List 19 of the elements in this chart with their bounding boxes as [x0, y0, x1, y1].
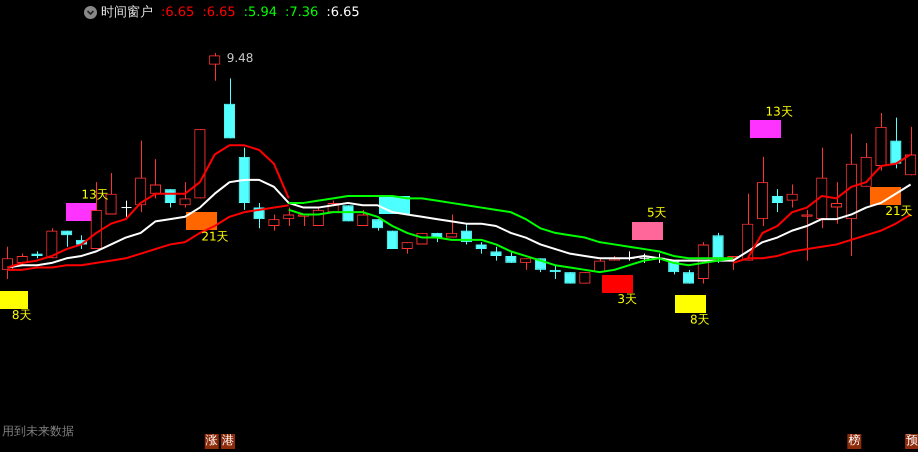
text: 8天 [690, 312, 710, 327]
annotation: 9.48 [226, 51, 254, 66]
chart-title: 时间窗户 [101, 4, 153, 21]
annotation: 5天 [647, 206, 667, 220]
text: :5.94 [244, 4, 277, 20]
text: 3天 [617, 292, 638, 306]
text: 涨 [206, 433, 218, 448]
text: 用到未来数据 [2, 423, 74, 440]
annotation: 13天 [765, 104, 793, 118]
text: :6.65 [326, 4, 360, 20]
text: 8天 [12, 308, 32, 322]
annotation: 21天 [885, 204, 913, 218]
text: 预 [906, 433, 918, 448]
text: :7.36 [284, 4, 318, 20]
text: :6.65 [161, 4, 194, 20]
text: :6.65 [202, 4, 236, 20]
text: 港 [222, 433, 234, 448]
text: 榜 [848, 433, 860, 448]
annotation: 21天 [201, 230, 229, 244]
